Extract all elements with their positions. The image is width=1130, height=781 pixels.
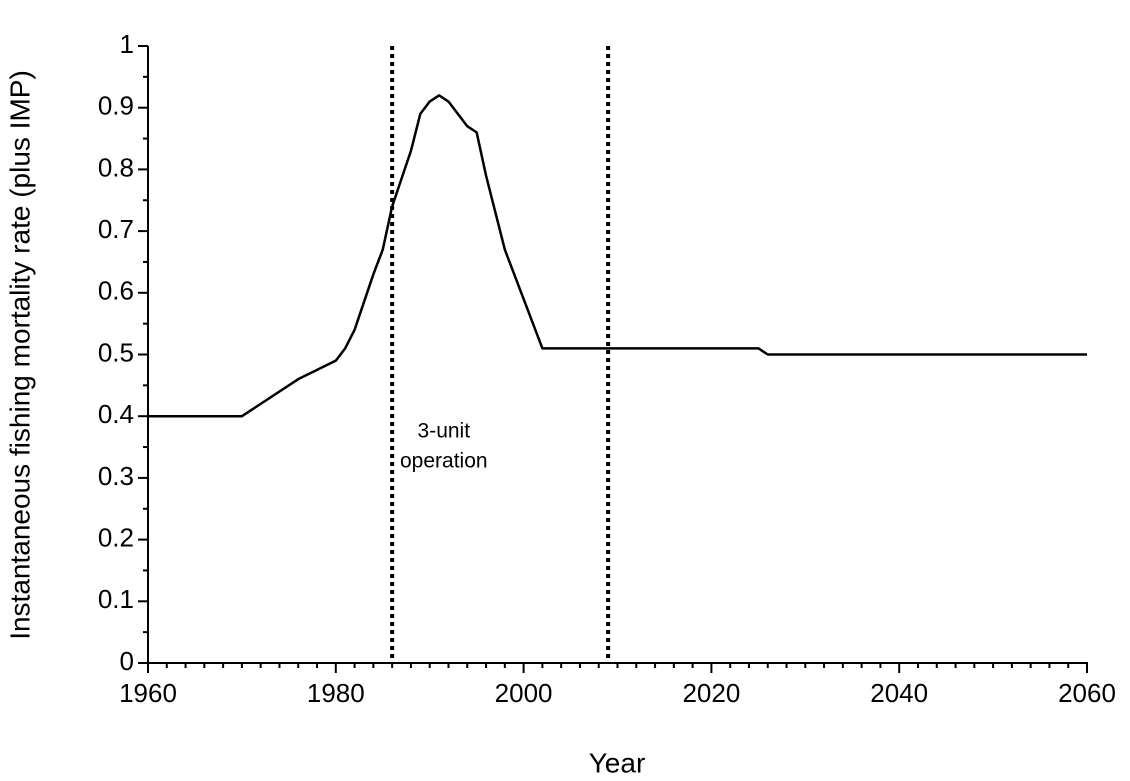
y-tick-label: 0 — [120, 646, 134, 676]
x-tick-label: 2000 — [495, 678, 553, 708]
x-tick-label: 2040 — [870, 678, 928, 708]
y-tick-label: 0.3 — [98, 461, 134, 491]
data-line — [148, 94, 1087, 418]
y-tick-label: 0.4 — [98, 399, 134, 429]
y-tick-label: 0.9 — [98, 91, 134, 121]
y-tick-label: 0.1 — [98, 584, 134, 614]
y-tick-label: 0.7 — [98, 214, 134, 244]
y-tick-label: 0.6 — [98, 276, 134, 306]
x-tick-label: 1980 — [307, 678, 365, 708]
y-tick-label: 0.8 — [98, 152, 134, 182]
annotation: operation — [400, 450, 488, 473]
y-tick-label: 1 — [120, 29, 134, 59]
annotation: 3-unit — [418, 420, 471, 443]
y-axis-label: Instantaneous fishing mortality rate (pl… — [4, 70, 35, 640]
x-tick-label: 2020 — [682, 678, 740, 708]
x-tick-label: 2060 — [1058, 678, 1116, 708]
x-axis-label: Year — [589, 747, 646, 778]
x-tick-label: 1960 — [119, 678, 177, 708]
y-tick-label: 0.5 — [98, 337, 134, 367]
y-tick-label: 0.2 — [98, 522, 134, 552]
